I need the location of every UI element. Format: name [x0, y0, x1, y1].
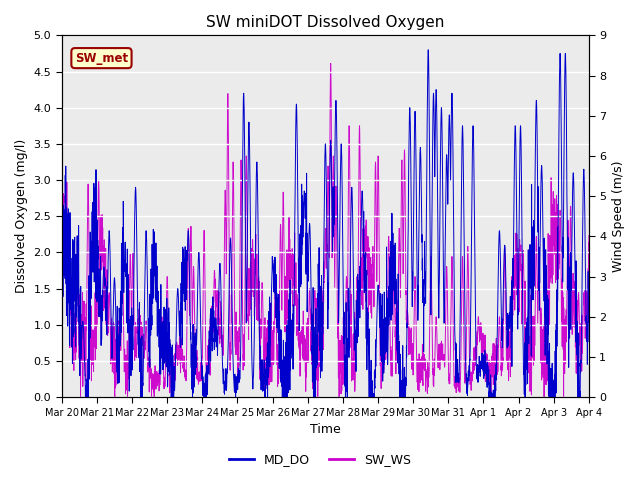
Y-axis label: Dissolved Oxygen (mg/l): Dissolved Oxygen (mg/l): [15, 139, 28, 293]
Title: SW miniDOT Dissolved Oxygen: SW miniDOT Dissolved Oxygen: [206, 15, 445, 30]
Legend: MD_DO, SW_WS: MD_DO, SW_WS: [224, 448, 416, 471]
X-axis label: Time: Time: [310, 423, 340, 436]
Text: SW_met: SW_met: [75, 52, 128, 65]
Y-axis label: Wind Speed (m/s): Wind Speed (m/s): [612, 160, 625, 272]
